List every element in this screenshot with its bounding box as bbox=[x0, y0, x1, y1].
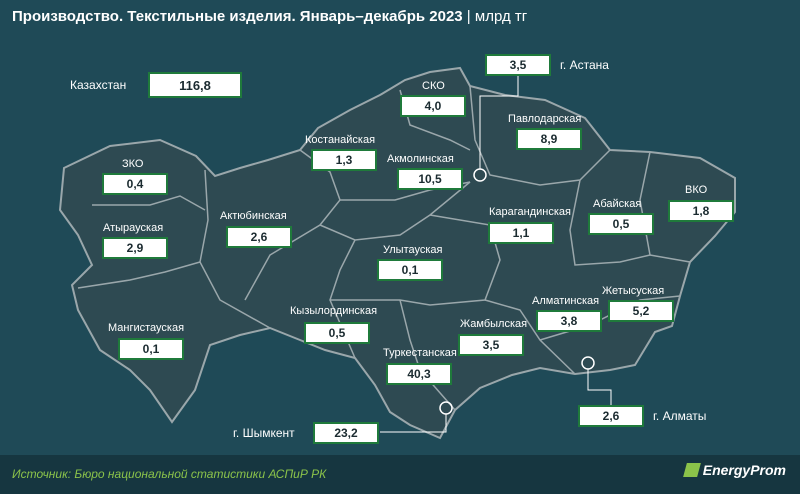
value-zhetysu: 5,2 bbox=[608, 300, 674, 322]
footer-bar: Источник: Бюро национальной статистики А… bbox=[0, 455, 800, 494]
label-vko: ВКО bbox=[685, 184, 708, 196]
label-astana: г. Астана bbox=[560, 58, 609, 72]
value-pavlodar: 8,9 bbox=[516, 128, 582, 150]
label-pavlodar: Павлодарская bbox=[508, 113, 582, 125]
label-shymkent: г. Шымкент bbox=[233, 426, 295, 440]
label-akmola: Акмолинская bbox=[387, 153, 454, 165]
label-kostanay: Костанайская bbox=[305, 134, 376, 146]
label-sko: СКО bbox=[422, 80, 445, 92]
title-unit: млрд тг bbox=[474, 8, 528, 25]
source-note: Источник: Бюро национальной статистики А… bbox=[12, 467, 327, 481]
value-shymkent: 23,2 bbox=[313, 422, 379, 444]
label-zko: ЗКО bbox=[122, 158, 144, 170]
leader-lines bbox=[380, 75, 612, 433]
country-outline bbox=[58, 66, 736, 440]
page-title: Производство. Текстильные изделия. Январ… bbox=[12, 8, 788, 25]
label-zhambyl: Жамбылская bbox=[460, 318, 528, 330]
value-kostanay: 1,3 bbox=[311, 149, 377, 171]
label-aktobe: Актюбинская bbox=[220, 210, 287, 222]
value-akmola: 10,5 bbox=[397, 168, 463, 190]
value-aktobe: 2,6 bbox=[226, 226, 292, 248]
value-karaganda: 1,1 bbox=[488, 222, 554, 244]
label-almaty: г. Алматы bbox=[653, 409, 707, 423]
value-turkestan: 40,3 bbox=[386, 363, 452, 385]
label-almaty-obl: Алматинская bbox=[532, 295, 600, 307]
value-mangistau: 0,1 bbox=[118, 338, 184, 360]
label-ulytau: Улытауская bbox=[383, 244, 443, 256]
value-kyzylorda: 0,5 bbox=[304, 322, 370, 344]
label-abai: Абайская bbox=[593, 198, 642, 210]
value-sko: 4,0 bbox=[400, 95, 466, 117]
value-atyrau: 2,9 bbox=[102, 237, 168, 259]
logo-mark-icon bbox=[682, 463, 701, 477]
total-value: 116,8 bbox=[148, 72, 242, 98]
label-turkestan: Туркестанская bbox=[383, 347, 457, 359]
value-astana: 3,5 bbox=[485, 54, 551, 76]
label-kyzylorda: Кызылординская bbox=[290, 305, 378, 317]
logo-text: EnergyProm bbox=[702, 462, 786, 478]
value-almaty: 2,6 bbox=[578, 405, 644, 427]
title-text: Производство. Текстильные изделия. Январ… bbox=[12, 8, 463, 25]
brand-logo: EnergyProm bbox=[682, 462, 786, 478]
total-label: Казахстан bbox=[70, 78, 127, 92]
almaty-leader bbox=[587, 369, 612, 405]
value-zhambyl: 3,5 bbox=[458, 334, 524, 356]
value-abai: 0,5 bbox=[588, 213, 654, 235]
value-ulytau: 0,1 bbox=[377, 259, 443, 281]
astana-leader bbox=[479, 75, 519, 169]
label-karaganda: Карагандинская bbox=[489, 206, 571, 218]
label-mangistau: Мангистауская bbox=[108, 322, 185, 334]
title-separator: | bbox=[466, 8, 475, 25]
label-atyrau: Атырауская bbox=[103, 222, 164, 234]
value-almaty-obl: 3,8 bbox=[536, 310, 602, 332]
shymkent-leader bbox=[380, 414, 447, 433]
value-vko: 1,8 bbox=[668, 200, 734, 222]
label-zhetysu: Жетысуская bbox=[602, 285, 665, 297]
value-zko: 0,4 bbox=[102, 173, 168, 195]
